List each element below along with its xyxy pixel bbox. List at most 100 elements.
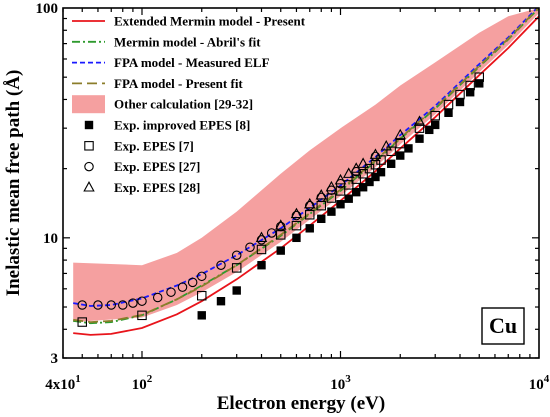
data-point-2-11 xyxy=(216,260,226,270)
legend-marker-5 xyxy=(84,120,94,130)
data-point-0-20 xyxy=(425,125,434,135)
scatter-layer xyxy=(77,72,484,327)
data-point-1-23 xyxy=(465,80,475,91)
data-point-2-6 xyxy=(152,292,163,303)
data-point-0-9 xyxy=(336,200,345,209)
x-tick-label-exp: 4 xyxy=(544,373,550,385)
data-point-0-24 xyxy=(465,88,475,97)
x-tick-label-base: 4x10 xyxy=(45,377,75,393)
data-point-2-2 xyxy=(106,300,116,310)
data-point-3-12 xyxy=(394,128,406,140)
x-tick-label-base: 10 xyxy=(529,377,544,393)
legend-label-0: Extended Mermin model - Present xyxy=(114,14,306,29)
x-tick-label-3: 104 xyxy=(529,373,550,393)
data-point-0-14 xyxy=(371,172,380,182)
legend-label-7: Exp. EPES [27] xyxy=(114,159,200,174)
data-point-0-21 xyxy=(431,120,440,130)
data-point-2-0 xyxy=(77,300,87,310)
x-tick-label-base: 10 xyxy=(132,377,147,393)
data-point-0-11 xyxy=(352,187,361,197)
plot-frame xyxy=(62,7,540,359)
data-point-1-12 xyxy=(351,174,361,184)
data-point-2-7 xyxy=(166,287,176,297)
legend-marker-7 xyxy=(84,161,94,172)
x-axis-title: Electron energy (eV) xyxy=(217,393,385,414)
y-tick-label-0: 3 xyxy=(51,351,59,367)
legend-marker-6 xyxy=(84,141,94,151)
data-point-1-22 xyxy=(455,89,465,100)
data-point-1-7 xyxy=(304,210,315,220)
data-point-3-2 xyxy=(290,207,303,219)
data-point-3-7 xyxy=(342,167,355,178)
data-point-0-7 xyxy=(317,214,326,224)
data-point-0-15 xyxy=(376,167,386,177)
legend-label-3: FPA model - Present fit xyxy=(114,76,243,91)
data-point-2-1 xyxy=(93,300,103,310)
data-point-0-4 xyxy=(276,246,285,255)
data-point-3-6 xyxy=(334,173,347,185)
data-point-0-13 xyxy=(365,177,374,187)
data-point-3-5 xyxy=(325,180,338,192)
x-tick-label-0: 4x101 xyxy=(45,373,81,393)
data-point-3-0 xyxy=(255,231,268,242)
data-point-1-0 xyxy=(77,317,87,327)
data-point-2-13 xyxy=(245,242,255,252)
data-point-1-18 xyxy=(395,138,406,149)
legend-label-1: Mermin model - Abril's fit xyxy=(114,34,261,49)
data-point-0-2 xyxy=(232,286,241,295)
data-point-3-9 xyxy=(357,157,369,168)
data-point-1-1 xyxy=(137,310,147,321)
legend-marker-8 xyxy=(83,181,95,192)
data-point-3-1 xyxy=(275,219,287,230)
data-point-0-3 xyxy=(257,261,266,270)
data-point-1-20 xyxy=(430,110,440,121)
legend-swatch-4 xyxy=(72,95,105,114)
data-point-2-3 xyxy=(118,300,128,310)
x-tick-label-exp: 1 xyxy=(75,373,81,385)
data-point-2-8 xyxy=(177,282,188,292)
data-point-1-13 xyxy=(358,169,368,179)
data-point-3-4 xyxy=(315,189,327,200)
data-point-1-4 xyxy=(256,244,267,255)
element-label: Cu xyxy=(489,313,517,338)
data-point-0-17 xyxy=(396,151,405,160)
data-point-1-3 xyxy=(231,263,242,273)
data-point-1-17 xyxy=(386,146,396,157)
legend-label-6: Exp. EPES [7] xyxy=(114,138,194,153)
data-point-0-1 xyxy=(216,296,226,306)
series-line-3 xyxy=(73,8,539,324)
band-layer xyxy=(73,8,539,323)
y-axis-title: Inelastic mean free path (Å) xyxy=(3,70,24,297)
data-point-0-8 xyxy=(327,207,336,216)
data-point-0-0 xyxy=(197,311,206,320)
data-point-3-10 xyxy=(369,148,382,159)
data-point-0-22 xyxy=(444,108,453,117)
x-tick-label-exp: 3 xyxy=(345,373,351,385)
data-point-0-6 xyxy=(305,224,314,233)
legend-label-8: Exp. EPES [28] xyxy=(114,180,200,195)
x-tick-label-1: 102 xyxy=(132,373,153,393)
element-label-box: Cu xyxy=(481,307,525,345)
data-point-1-19 xyxy=(414,123,425,133)
data-point-2-10 xyxy=(196,271,207,282)
uncertainty-band xyxy=(73,8,539,323)
data-point-1-21 xyxy=(443,99,454,110)
data-point-2-16 xyxy=(275,221,286,232)
x-tick-label-exp: 2 xyxy=(147,373,153,385)
data-point-2-9 xyxy=(187,277,198,288)
x-tick-label-base: 10 xyxy=(330,377,345,393)
data-point-2-4 xyxy=(128,298,138,308)
data-point-3-3 xyxy=(304,197,316,209)
data-point-2-15 xyxy=(266,228,277,238)
data-point-0-12 xyxy=(358,183,368,192)
legend-label-4: Other calculation [29-32] xyxy=(114,97,253,112)
y-tick-label-1: 10 xyxy=(43,231,58,247)
data-point-0-23 xyxy=(455,97,465,107)
data-point-1-2 xyxy=(196,290,207,301)
data-point-0-19 xyxy=(415,134,424,143)
legend: Extended Mermin model - Present Mermin mo… xyxy=(72,14,306,195)
data-point-1-24 xyxy=(474,72,484,82)
data-point-3-11 xyxy=(380,140,392,151)
